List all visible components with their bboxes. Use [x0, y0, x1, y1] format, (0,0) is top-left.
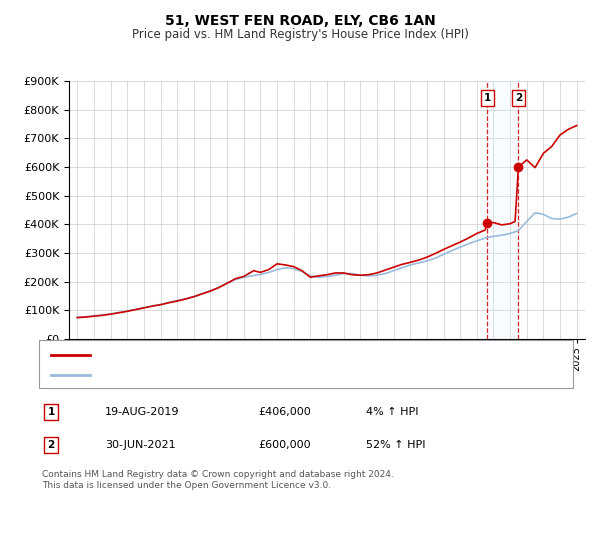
Text: Price paid vs. HM Land Registry's House Price Index (HPI): Price paid vs. HM Land Registry's House …	[131, 28, 469, 41]
Text: 51, WEST FEN ROAD, ELY, CB6 1AN: 51, WEST FEN ROAD, ELY, CB6 1AN	[164, 14, 436, 28]
Text: 2: 2	[47, 440, 55, 450]
Text: 52% ↑ HPI: 52% ↑ HPI	[366, 440, 425, 450]
Bar	[487, 81, 518, 339]
Text: 1: 1	[484, 94, 491, 104]
Text: £406,000: £406,000	[258, 407, 311, 417]
Text: 30-JUN-2021: 30-JUN-2021	[105, 440, 176, 450]
Text: HPI: Average price, detached house, East Cambridgeshire: HPI: Average price, detached house, East…	[97, 370, 399, 380]
Text: 4% ↑ HPI: 4% ↑ HPI	[366, 407, 419, 417]
Text: 19-AUG-2019: 19-AUG-2019	[105, 407, 179, 417]
Text: Contains HM Land Registry data © Crown copyright and database right 2024.
This d: Contains HM Land Registry data © Crown c…	[42, 470, 394, 490]
Text: 1: 1	[47, 407, 55, 417]
Text: 51, WEST FEN ROAD, ELY, CB6 1AN (detached house): 51, WEST FEN ROAD, ELY, CB6 1AN (detache…	[97, 350, 375, 360]
Text: 2: 2	[515, 94, 522, 104]
Text: £600,000: £600,000	[258, 440, 311, 450]
